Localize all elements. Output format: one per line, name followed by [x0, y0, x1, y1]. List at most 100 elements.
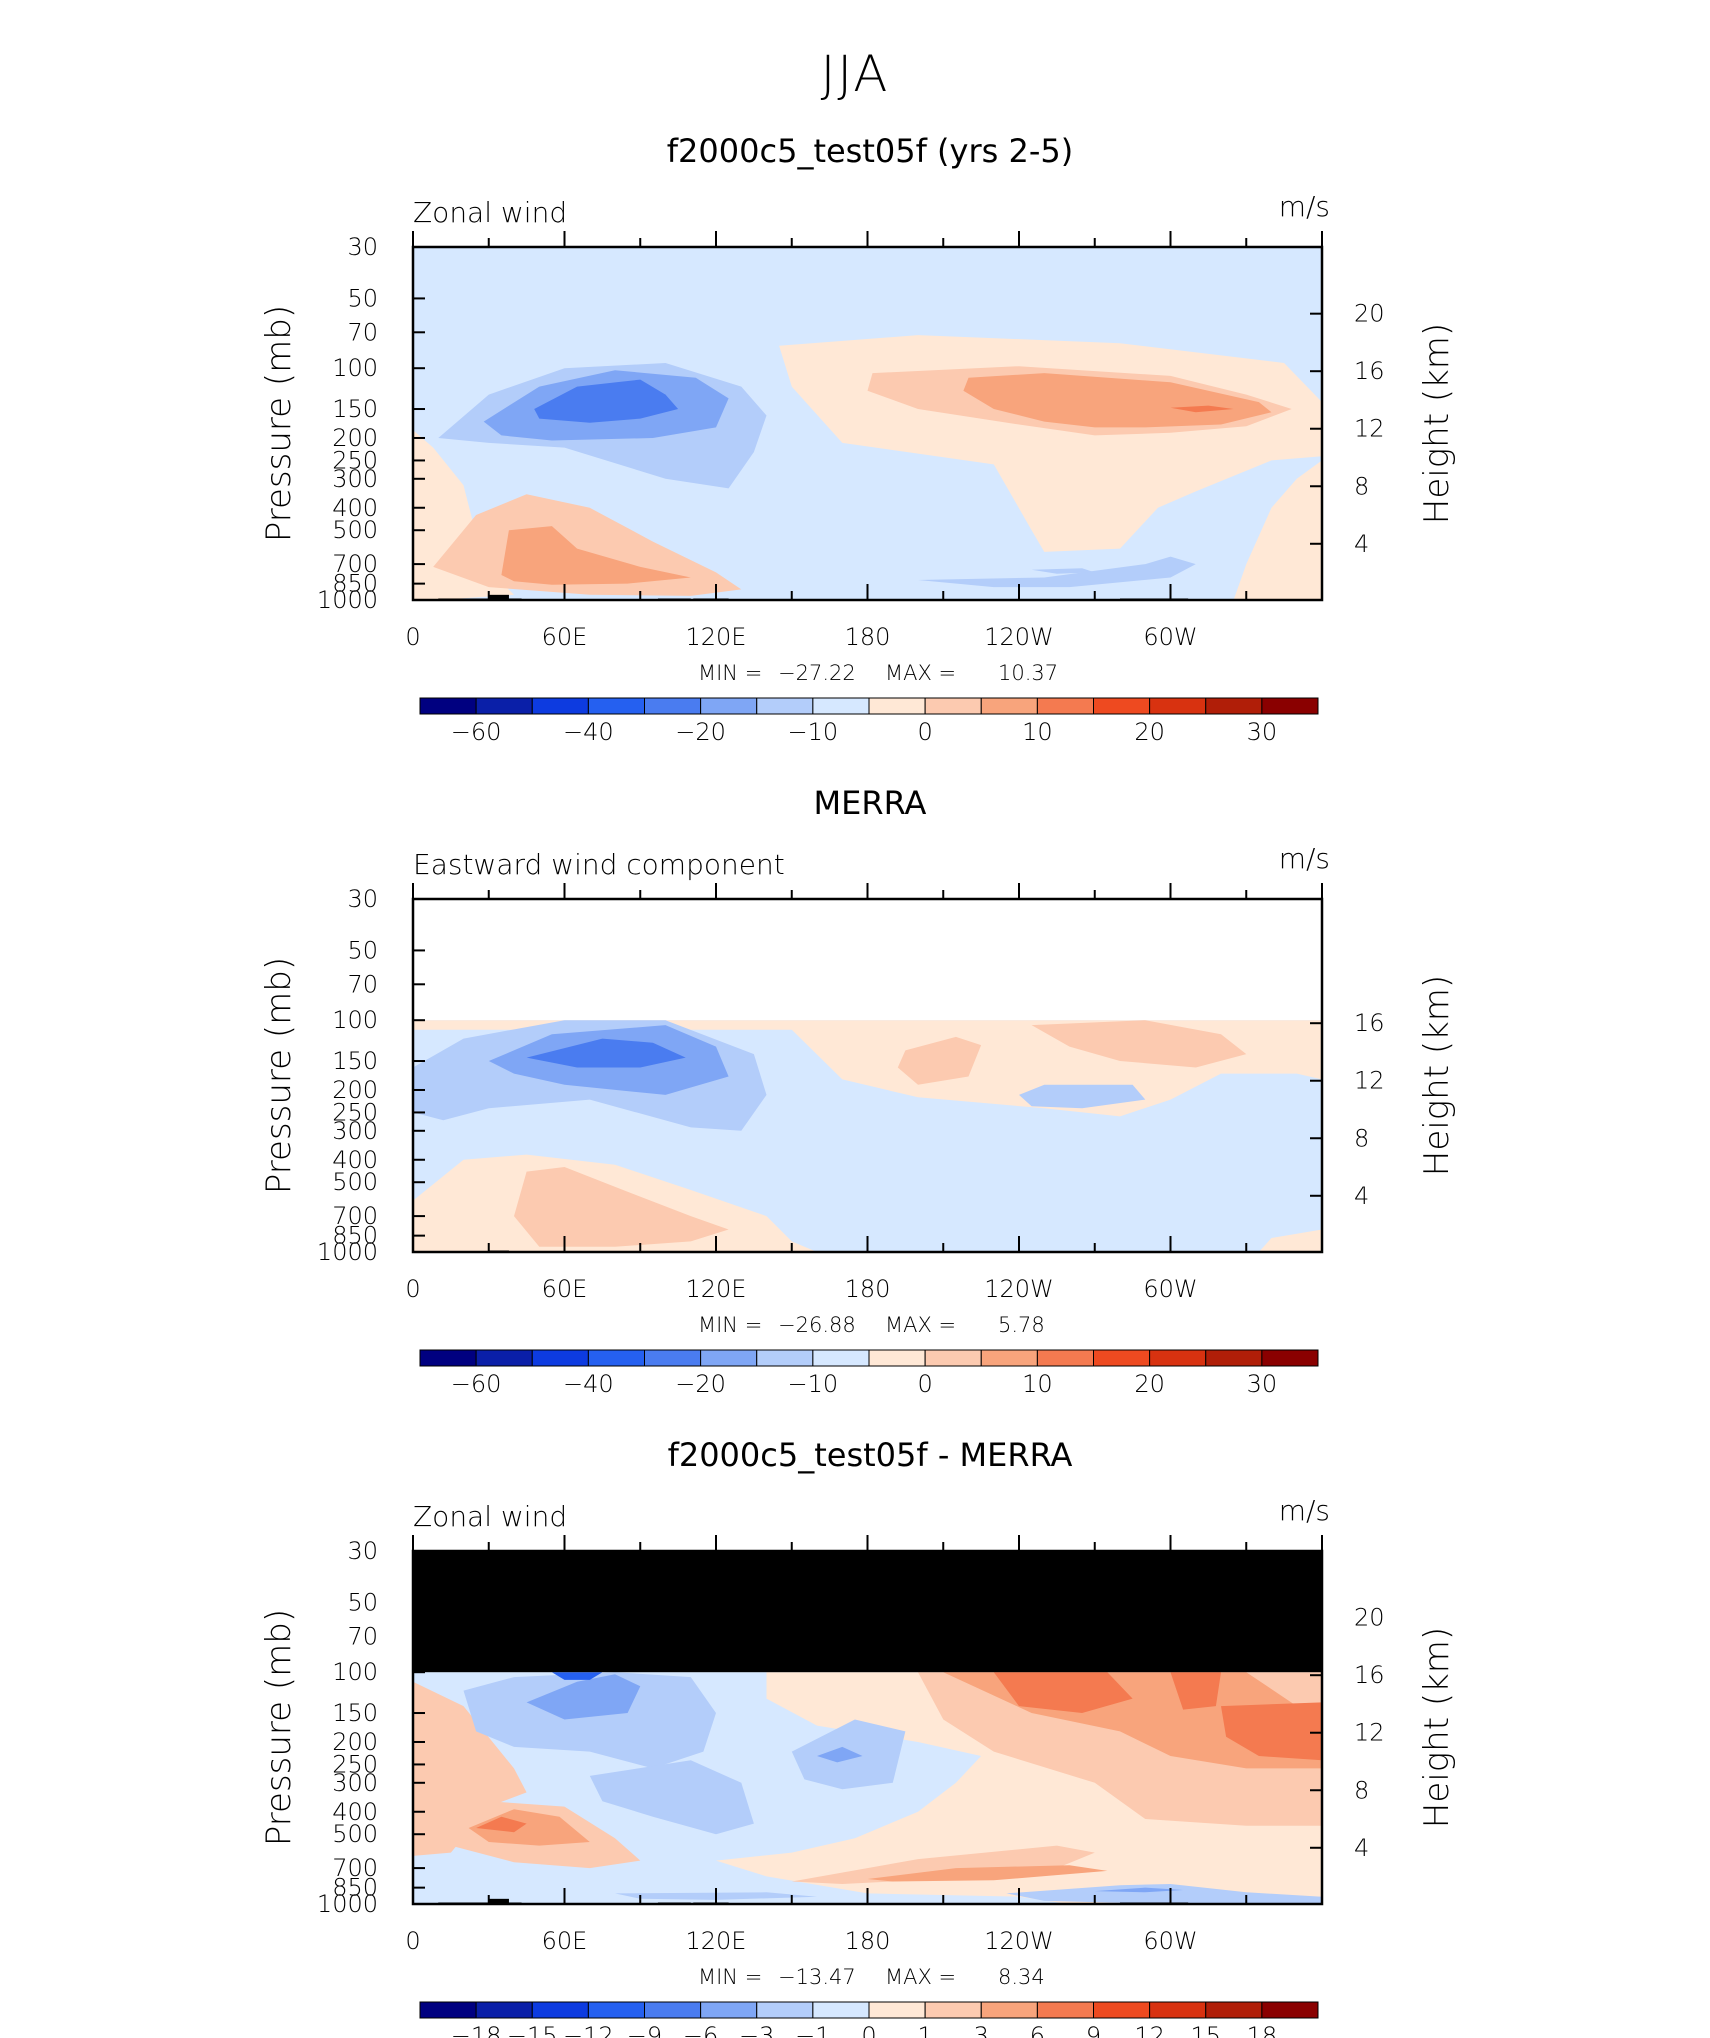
axes: 0 60E 120E 180 120W 60W3050701001502002503004…	[259, 1535, 1457, 1955]
y-tick-label: 100	[332, 354, 378, 382]
y-axis-title: Pressure (mb)	[259, 957, 299, 1194]
colorbar-swatch	[475, 1349, 533, 1367]
contour-region	[791, 1845, 1095, 1884]
x-tick-label: 60W	[1143, 1927, 1197, 1955]
contour-plot	[413, 1551, 1322, 1904]
colorbar-swatch	[644, 2001, 702, 2019]
colorbar-label: −20	[675, 1370, 726, 1398]
contour-plot	[413, 899, 1322, 1252]
y-axis-title: Pressure (mb)	[259, 305, 299, 542]
stats-min: −27.22	[778, 661, 856, 685]
colorbar-label: −18	[451, 2022, 502, 2038]
y-tick-label: 200	[332, 1728, 378, 1756]
stats-min: −13.47	[778, 1965, 856, 1989]
colorbar-swatch	[756, 697, 814, 715]
colorbar-swatch	[700, 697, 758, 715]
stats-max-label: MAX =	[885, 661, 956, 685]
contour-region	[534, 379, 679, 423]
stats-min-label: MIN =	[698, 1965, 762, 1989]
y-tick-label: 400	[332, 1798, 378, 1826]
height-tick-label: 12	[1354, 415, 1385, 443]
height-tick-label: 16	[1354, 1661, 1385, 1689]
colorbar-swatch	[587, 1349, 645, 1367]
colorbar-swatch	[924, 1349, 982, 1367]
contour-region	[1170, 1672, 1221, 1710]
y-tick-label: 70	[347, 318, 378, 346]
x-tick-label: 180	[845, 1275, 891, 1303]
y-tick-label: 500	[332, 1820, 378, 1848]
height-tick-label: 20	[1354, 300, 1385, 328]
colorbar-swatch	[644, 1349, 702, 1367]
colorbar-label: −3	[739, 2022, 774, 2038]
height-tick-label: 4	[1354, 530, 1369, 558]
y-axis-title: Pressure (mb)	[259, 1609, 299, 1846]
y-tick-label: 700	[332, 1202, 378, 1230]
contour-region	[514, 1167, 729, 1247]
colorbar-label: 0	[917, 1370, 932, 1398]
colorbar-swatch	[1261, 2001, 1319, 2019]
colorbar-swatch	[644, 697, 702, 715]
contour-region	[1094, 1887, 1184, 1893]
colorbar: −60 −40 −20 −10 0 10 20 30	[419, 697, 1319, 746]
colorbar-label: −1	[795, 2022, 830, 2038]
y-tick-label: 300	[332, 465, 378, 493]
contour-region	[1006, 1884, 1322, 1904]
x-tick-label: 180	[845, 1927, 891, 1955]
colorbar-swatch	[812, 2001, 870, 2019]
colorbar-label: 0	[861, 2022, 876, 2038]
colorbar-swatch	[1093, 2001, 1151, 2019]
colorbar-swatch	[1149, 2001, 1207, 2019]
contour-region	[963, 373, 1272, 428]
height-tick-label: 12	[1354, 1067, 1385, 1095]
x-tick-label: 120E	[686, 623, 747, 651]
axes: 0 60E 120E 180 120W 60W3050701001502002503004…	[259, 883, 1457, 1303]
x-tick-label: 120W	[984, 1275, 1054, 1303]
y-tick-label: 300	[332, 1117, 378, 1145]
y-tick-label: 30	[347, 1537, 378, 1565]
colorbar-swatch	[868, 2001, 926, 2019]
colorbar: −60 −40 −20 −10 0 10 20 30	[419, 1349, 1319, 1398]
colorbar-label: 30	[1247, 718, 1278, 746]
colorbar-swatch	[1036, 1349, 1094, 1367]
height-tick-label: 4	[1354, 1834, 1369, 1862]
colorbar-label: −60	[451, 718, 502, 746]
x-tick-label: 0	[405, 1275, 420, 1303]
contour-region	[551, 1672, 603, 1680]
y-tick-label: 300	[332, 1769, 378, 1797]
masked-region	[413, 1551, 1322, 1673]
contour-region	[1031, 568, 1095, 574]
x-tick-label: 120E	[686, 1927, 747, 1955]
y-tick-label: 1000	[317, 1890, 378, 1918]
colorbar-swatch	[1205, 2001, 1263, 2019]
contour-region	[476, 1816, 527, 1833]
y-tick-label: 400	[332, 494, 378, 522]
colorbar-swatch	[1036, 2001, 1094, 2019]
panel-difference: f2000c5_test05f - MERRA Zonal wind m/s 0…	[259, 1436, 1457, 2038]
y-tick-label: 400	[332, 1146, 378, 1174]
y-tick-label: 30	[347, 885, 378, 913]
colorbar-label: 12	[1134, 2022, 1165, 2038]
contour-region	[1221, 1702, 1322, 1761]
contour-region	[1258, 1229, 1322, 1252]
colorbar-label: −10	[788, 718, 839, 746]
colorbar-label: 0	[917, 718, 932, 746]
colorbar-swatch	[419, 2001, 477, 2019]
colorbar-label: 9	[1086, 2022, 1101, 2038]
y-tick-label: 250	[332, 1750, 378, 1778]
y-tick-label: 30	[347, 233, 378, 261]
x-tick-label: 60E	[542, 623, 588, 651]
y-tick-label: 100	[332, 1658, 378, 1686]
y-tick-label: 250	[332, 446, 378, 474]
contour-region	[589, 1760, 754, 1835]
colorbar-swatch	[1149, 697, 1207, 715]
colorbar-label: 20	[1134, 718, 1165, 746]
colorbar-swatch	[1205, 1349, 1263, 1367]
panel-title: MERRA	[814, 784, 927, 822]
colorbar-swatch	[475, 2001, 533, 2019]
panel-merra: MERRA Eastward wind component m/s 0 60E 12…	[259, 784, 1457, 1398]
contour-region	[526, 1038, 686, 1068]
y-tick-label: 500	[332, 1168, 378, 1196]
contour-region	[413, 1681, 527, 1856]
x-tick-label: 120E	[686, 1275, 747, 1303]
colorbar-label: 18	[1247, 2022, 1278, 2038]
